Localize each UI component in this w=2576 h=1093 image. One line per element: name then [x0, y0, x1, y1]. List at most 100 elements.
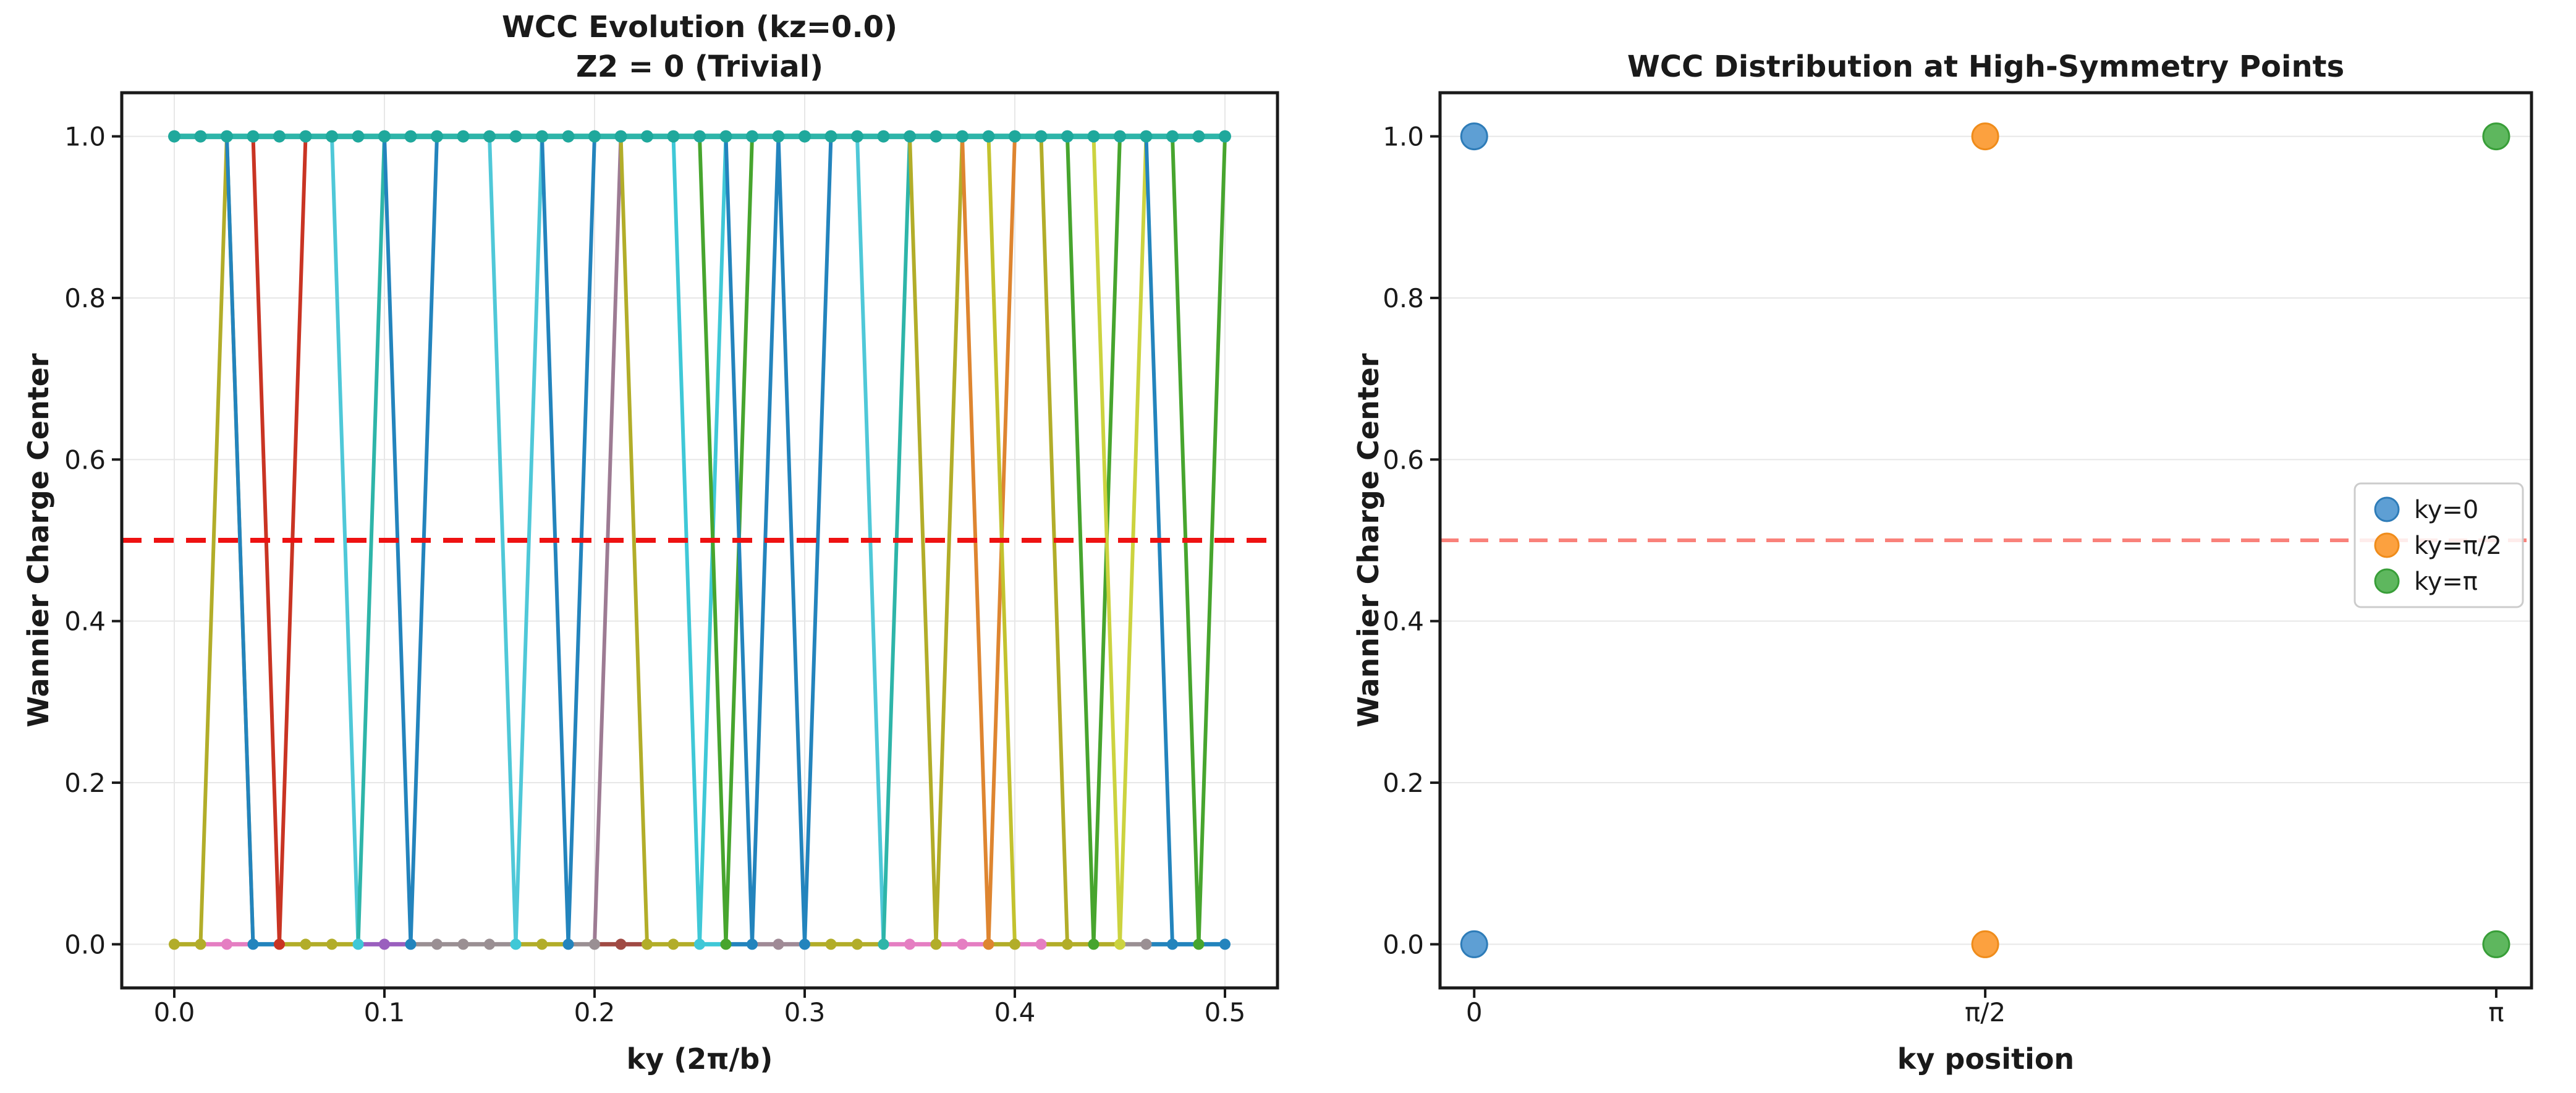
wcc-bottom-marker [1062, 938, 1073, 950]
wcc-bottom-marker [615, 938, 627, 950]
x-tick-label: 0 [1466, 997, 1483, 1027]
wcc-point [1460, 122, 1488, 151]
wcc-top-band-marker [431, 130, 443, 143]
wcc-bottom-marker [379, 938, 390, 950]
axes-frame [120, 91, 1279, 990]
x-tick-label: 0.0 [154, 997, 195, 1027]
legend-marker-icon [2374, 532, 2400, 558]
y-tick-label: 0.8 [64, 283, 106, 313]
wcc-top-band-marker [1192, 130, 1205, 143]
wcc-point [1460, 930, 1488, 958]
wcc-bottom-marker [589, 938, 600, 950]
wcc-top-band-marker [483, 130, 496, 143]
wcc-bottom-marker [1219, 938, 1231, 950]
wcc-bottom-marker [878, 938, 889, 950]
wcc-bottom-marker [904, 938, 915, 950]
wcc-top-band-marker [746, 130, 758, 143]
wcc-bottom-marker [852, 938, 863, 950]
wcc-point [2482, 122, 2510, 151]
left-chart-title-line2: Z2 = 0 (Trivial) [575, 49, 824, 84]
wcc-bottom-marker [1140, 938, 1152, 950]
wcc-bottom-marker [642, 938, 653, 950]
wcc-top-band-marker [851, 130, 863, 143]
x-tick-label: π/2 [1965, 997, 2006, 1027]
wcc-top-band-marker [221, 130, 233, 143]
x-tick-label: 0.1 [364, 997, 405, 1027]
wcc-top-band-marker [352, 130, 365, 143]
wcc-top-band-marker [247, 130, 260, 143]
wcc-bottom-marker [405, 938, 417, 950]
wcc-spike-line [330, 134, 360, 946]
wcc-bottom-marker [720, 938, 732, 950]
wcc-top-band-marker [1009, 130, 1021, 143]
y-tick-label: 0.4 [1383, 606, 1424, 637]
wcc-bottom-marker [221, 938, 232, 950]
wcc-point [1971, 930, 1999, 958]
wcc-top-band-marker [1219, 130, 1231, 143]
wcc-top-band-marker [667, 130, 680, 143]
wcc-top-band-marker [956, 130, 968, 143]
wcc-top-band-marker [1061, 130, 1074, 143]
wcc-bottom-marker [536, 938, 548, 950]
wcc-top-band-marker [588, 130, 601, 143]
wcc-top-band-marker [614, 130, 627, 143]
wcc-top-band-marker [299, 130, 312, 143]
wcc-bottom-marker [484, 938, 495, 950]
wcc-top-band-marker [457, 130, 470, 143]
wcc-bottom-marker [510, 938, 522, 950]
wcc-top-band-marker [404, 130, 417, 143]
wcc-bottom-marker [247, 938, 259, 950]
wcc-top-band-marker [562, 130, 575, 143]
wcc-bottom-marker [1035, 938, 1047, 950]
wcc-top-band-marker [536, 130, 548, 143]
wcc-top-band-marker [799, 130, 811, 143]
wcc-bottom-marker [457, 938, 469, 950]
wcc-bottom-marker [799, 938, 810, 950]
legend-label: ky=π [2414, 568, 2478, 596]
y-tick-label: 0.0 [64, 929, 106, 959]
left-chart-title-line1: WCC Evolution (kz=0.0) [501, 10, 898, 45]
right-chart-title: WCC Distribution at High-Symmetry Points [1627, 49, 2345, 84]
wcc-top-band-marker [273, 130, 286, 143]
wcc-top-band-marker [326, 130, 338, 143]
wcc-bottom-marker [694, 938, 705, 950]
wcc-top-band-marker [904, 130, 916, 143]
wcc-top-band-marker [378, 130, 391, 143]
y-tick-label: 0.6 [1383, 444, 1424, 475]
wcc-top-band-marker [509, 130, 522, 143]
right-chart-xlabel: ky position [1897, 1042, 2075, 1076]
wcc-top-band-marker [1087, 130, 1100, 143]
wcc-bottom-marker [562, 938, 574, 950]
wcc-top-band-marker [719, 130, 732, 143]
wcc-bottom-marker [1167, 938, 1178, 950]
y-tick-label: 0.4 [64, 606, 106, 637]
legend-marker-icon [2374, 496, 2400, 522]
wcc-bottom-marker [1114, 938, 1125, 950]
wcc-bottom-marker [431, 938, 443, 950]
legend-label: ky=π/2 [2414, 532, 2502, 560]
right-chart-ylabel: Wannier Charge Center [1352, 353, 1385, 728]
y-tick-label: 0.6 [64, 444, 106, 475]
wcc-top-band-marker [1035, 130, 1048, 143]
x-tick-label: 0.3 [784, 997, 826, 1027]
wcc-bottom-marker [195, 938, 206, 950]
wcc-top-band-marker [1166, 130, 1179, 143]
wcc-top-band-marker [877, 130, 890, 143]
left-chart-xlabel: ky (2π/b) [626, 1042, 773, 1076]
wcc-top-band-marker [982, 130, 995, 143]
y-tick-label: 1.0 [64, 122, 106, 152]
wcc-bottom-marker [747, 938, 758, 950]
wcc-top-band-marker [194, 130, 207, 143]
y-tick-label: 0.8 [1383, 283, 1424, 313]
x-tick-label: 0.2 [574, 997, 616, 1027]
y-tick-label: 0.2 [1383, 768, 1424, 798]
wcc-bottom-marker [930, 938, 942, 950]
wcc-point [1971, 122, 1999, 151]
wcc-top-band-marker [930, 130, 943, 143]
wcc-top-band-marker [168, 130, 180, 143]
wcc-spike-line [356, 134, 386, 946]
x-tick-label: π [2488, 997, 2504, 1027]
wcc-point [2482, 930, 2510, 958]
